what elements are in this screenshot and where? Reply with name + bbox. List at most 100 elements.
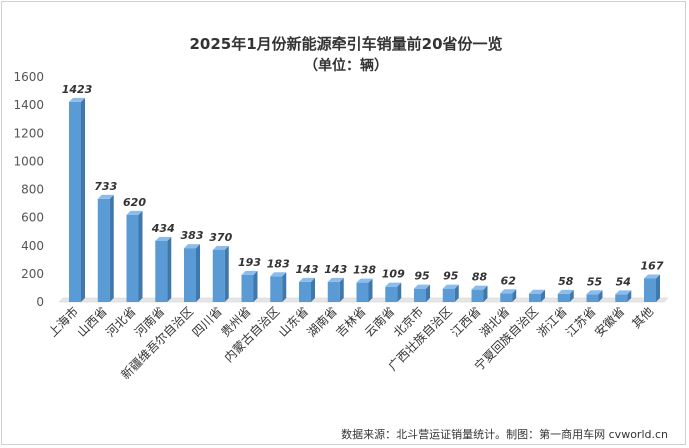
bar-front [327, 281, 340, 302]
chart-subtitle: （单位：辆） [304, 57, 388, 74]
bar-front [529, 293, 541, 302]
bar-front [241, 274, 254, 302]
bar-top [356, 278, 373, 283]
data-label: 55 [587, 275, 603, 288]
x-tick-label: 河北省 [103, 304, 138, 339]
x-tick-label: 山东省 [276, 304, 311, 339]
bar-front [644, 278, 656, 302]
source-note: 数据来源：北斗营运证销量统计。制图：第一商用车网 cvworld.cn [341, 427, 668, 441]
bar-side [397, 282, 402, 302]
bar [241, 270, 258, 302]
bar [126, 210, 143, 302]
bar-side [512, 289, 517, 302]
bar-top [327, 277, 344, 282]
bar-top [586, 290, 603, 295]
y-tick-label: 400 [21, 239, 44, 253]
data-label: 193 [238, 256, 261, 269]
data-label: 143 [324, 263, 347, 276]
bar-top [644, 274, 660, 279]
data-label: 58 [558, 275, 574, 288]
data-label: 95 [414, 270, 430, 283]
data-label: 370 [209, 231, 232, 244]
bar-side [196, 244, 200, 302]
bar-top [414, 284, 430, 289]
data-label: 620 [123, 196, 146, 209]
bar-side [138, 210, 143, 302]
bar [184, 244, 200, 302]
bar-side [569, 289, 574, 302]
x-tick-label: 云南省 [361, 304, 397, 340]
y-axis: 0 200 400 600 800 1000 1200 1400 1600 [13, 70, 44, 309]
bar-series: 1423 733 620 434 383 370 193 183 143 143 138 109 95 9… [58, 83, 669, 303]
bar-top [471, 285, 488, 290]
bar-side [282, 272, 287, 302]
bar [155, 236, 172, 302]
bar-front [212, 249, 225, 302]
bar-top [385, 282, 402, 287]
x-tick-label: 吉林省 [333, 304, 368, 339]
bar-side [426, 284, 430, 302]
bar [644, 274, 660, 302]
bar-front [69, 101, 81, 302]
bar-top [500, 289, 517, 294]
bar-side [656, 274, 660, 302]
bar-side [81, 97, 85, 302]
bar [327, 277, 344, 302]
bar-top [557, 289, 574, 294]
bar-top [97, 194, 114, 199]
bar-front [471, 289, 484, 302]
bar-side [253, 270, 258, 302]
bar-top [615, 290, 632, 295]
x-tick-label: 其他 [629, 304, 656, 331]
bar-front [557, 293, 570, 302]
bar-top [212, 245, 229, 250]
bar-top [155, 236, 172, 241]
data-label: 434 [151, 222, 175, 235]
x-tick-label: 浙江省 [535, 304, 570, 339]
bar-side [109, 194, 114, 302]
bar [270, 272, 287, 302]
bar [356, 278, 373, 302]
bar-front [97, 198, 110, 302]
bar-front [442, 288, 455, 302]
bar [471, 285, 488, 302]
bar [414, 284, 430, 302]
data-label: 383 [181, 229, 204, 242]
bar-side [483, 285, 488, 302]
data-label: 167 [641, 260, 664, 273]
x-tick-label: 江苏省 [563, 304, 598, 339]
x-tick-label: 湖南省 [304, 304, 340, 340]
bar [69, 97, 85, 302]
bar-front [500, 293, 513, 302]
y-tick-label: 0 [36, 295, 44, 309]
bar-side [454, 284, 459, 302]
bar-side [224, 245, 229, 302]
x-tick-label: 四川省 [190, 304, 225, 339]
y-tick-label: 800 [21, 183, 44, 197]
bar-top [442, 284, 459, 289]
data-label: 733 [94, 180, 117, 193]
data-label: 54 [616, 275, 631, 288]
bar-side [598, 290, 603, 302]
bar [442, 284, 459, 302]
data-label: 62 [501, 274, 517, 287]
bar-front [126, 214, 139, 302]
data-label: 95 [443, 270, 459, 283]
bar-top [184, 244, 200, 249]
data-label: 138 [353, 264, 376, 277]
bar-top [69, 97, 85, 102]
bar [586, 290, 603, 302]
x-tick-label: 山西省 [75, 304, 110, 339]
data-label: 88 [472, 271, 488, 284]
bar-front [155, 240, 168, 302]
bar-top [126, 210, 143, 215]
y-tick-label: 200 [21, 267, 44, 281]
bar [212, 245, 229, 302]
y-tick-label: 600 [21, 211, 44, 225]
bar-side [167, 236, 172, 302]
data-label: 109 [382, 268, 405, 281]
bar [557, 289, 574, 302]
bar-side [627, 290, 632, 302]
